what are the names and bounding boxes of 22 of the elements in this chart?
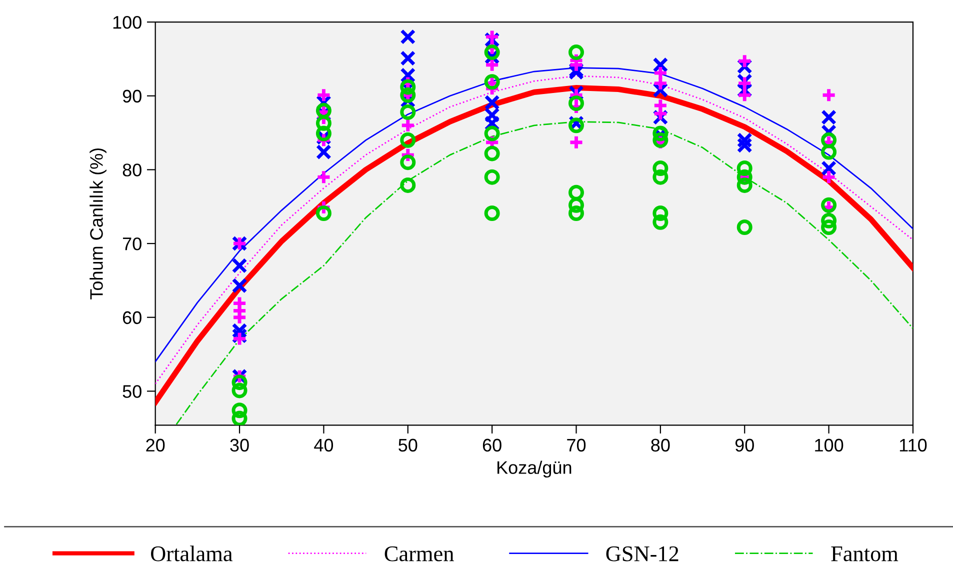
y-axis-title: Tohum Canlılık (%) bbox=[90, 148, 106, 300]
legend-label: Carmen bbox=[384, 546, 454, 562]
y-tick-label: 60 bbox=[122, 311, 142, 324]
x-axis-title: Koza/gün bbox=[497, 460, 572, 478]
x-tick-label: 110 bbox=[900, 438, 927, 452]
legend-label: Ortalama bbox=[151, 546, 232, 562]
x-tick-label: 100 bbox=[815, 438, 844, 452]
x-tick-label: 50 bbox=[398, 438, 418, 452]
y-tick-label: 90 bbox=[122, 90, 142, 103]
y-tick-label: 70 bbox=[122, 237, 142, 250]
x-tick-label: 30 bbox=[230, 438, 249, 452]
x-tick-label: 80 bbox=[651, 438, 670, 452]
y-tick-label: 50 bbox=[122, 385, 142, 398]
legend-label: GSN-12 bbox=[606, 546, 678, 562]
x-tick-label: 90 bbox=[735, 438, 754, 452]
x-tick-label: 70 bbox=[567, 438, 586, 452]
y-tick-label: 80 bbox=[122, 164, 142, 176]
legend-label: Fantom bbox=[831, 546, 898, 562]
x-tick-label: 60 bbox=[482, 438, 502, 452]
y-tick-label: 100 bbox=[113, 16, 142, 29]
x-tick-label: 20 bbox=[146, 438, 165, 452]
x-tick-label: 40 bbox=[314, 438, 334, 452]
